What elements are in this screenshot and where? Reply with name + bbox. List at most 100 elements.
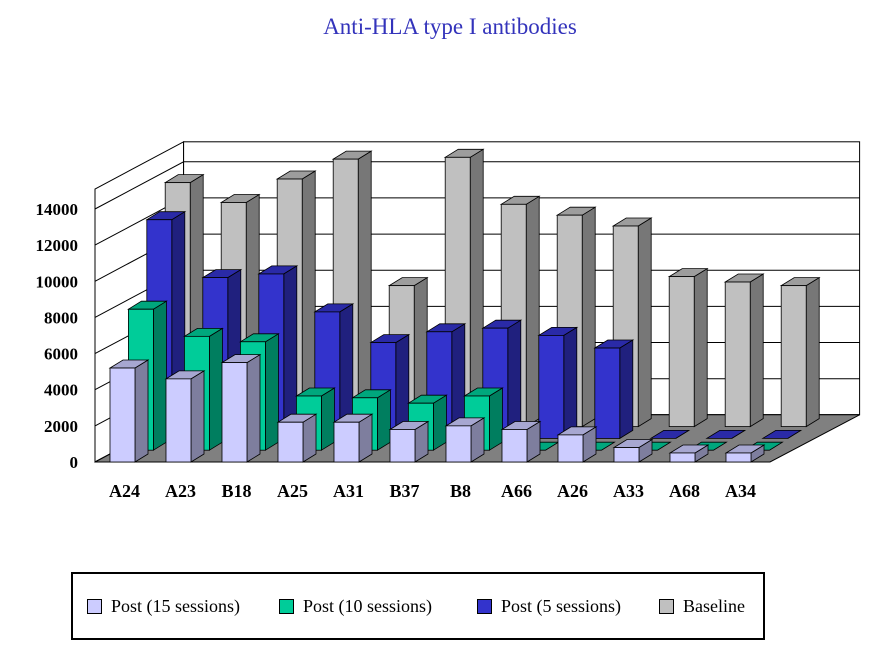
x-tick-label: B18 (221, 481, 251, 501)
bar-b37-series-1 (388, 420, 430, 463)
bar-a68-series-4 (723, 273, 765, 428)
bar-a26-series-1 (556, 426, 598, 463)
y-tick-label: 0 (70, 453, 79, 472)
bar-side (749, 273, 764, 428)
bar-a23-series-1 (164, 370, 206, 463)
bar-side (152, 300, 167, 451)
y-axis-labels: 0 2000 4000 6000 8000 10000 12000 14000 (36, 200, 79, 472)
bar-front (724, 281, 751, 427)
bar-side (805, 276, 820, 428)
bar-side (376, 389, 391, 451)
bar-front (333, 421, 360, 463)
legend-item: Baseline (659, 596, 745, 617)
y-tick-label: 10000 (36, 272, 79, 291)
bar-front (445, 425, 472, 463)
bar-a33-series-3 (649, 429, 691, 439)
bar-a24-series-1 (108, 359, 150, 463)
bar-side (208, 327, 223, 451)
x-tick-label: A24 (109, 481, 140, 501)
bar-side (264, 333, 279, 451)
bar-a34-series-3 (761, 429, 803, 439)
bar-top (649, 429, 691, 439)
y-tick-label: 4000 (44, 381, 78, 400)
legend-item: Post (5 sessions) (477, 596, 621, 617)
bar-front (165, 378, 192, 463)
bar-b8-series-1 (444, 417, 486, 463)
y-tick-label: 8000 (44, 308, 78, 327)
bar-a25-series-3 (313, 303, 355, 440)
bar-side (488, 387, 503, 451)
bar-front (668, 276, 695, 428)
y-tick-label: 14000 (36, 200, 79, 219)
bar-front (109, 367, 136, 463)
gridline (94, 161, 860, 210)
x-tick-label: A23 (165, 481, 196, 501)
x-axis-labels: A24 A23 B18 A25 A31 B37 B8 A66 A26 A33 A68 A34 (109, 481, 756, 501)
bar-side (190, 370, 205, 463)
bar-a34-series-1 (724, 444, 766, 463)
legend-swatch (659, 599, 674, 614)
chart-title: Anti-HLA type I antibodies (323, 14, 577, 39)
bar-side (507, 319, 522, 440)
bar-side (581, 206, 596, 428)
bar-side (134, 359, 149, 463)
bar-a66-series-1 (500, 420, 542, 463)
legend-swatch (87, 599, 102, 614)
x-tick-label: A68 (669, 481, 700, 501)
bar-front (594, 347, 621, 439)
legend-label: Baseline (683, 596, 745, 616)
bar-side (563, 326, 578, 440)
legend: Post (15 sessions) Post (10 sessions) Post… (71, 572, 765, 640)
x-tick-label: A33 (613, 481, 644, 501)
bar-front (669, 452, 696, 463)
legend-item: Post (15 sessions) (87, 596, 240, 617)
bar-a33-series-1 (612, 438, 654, 463)
bar-a33-series-4 (667, 267, 709, 428)
bar-side (246, 353, 261, 463)
bar-a26-series-3 (593, 339, 635, 440)
x-tick-label: A25 (277, 481, 308, 501)
bar-front (389, 429, 416, 463)
bar-front (501, 429, 528, 463)
bar-side (469, 148, 484, 428)
bar-a66-series-3 (537, 326, 579, 440)
bar-a68-series-1 (668, 444, 710, 463)
x-tick-label: A34 (725, 481, 756, 501)
bar-a25-series-1 (276, 413, 318, 463)
y-tick-label: 12000 (36, 236, 79, 255)
bar-a31-series-1 (332, 413, 374, 463)
y-tick-label: 6000 (44, 345, 78, 364)
bar-side (525, 195, 540, 428)
bar-front (557, 434, 584, 463)
x-tick-label: A66 (501, 481, 532, 501)
legend-swatch (477, 599, 492, 614)
legend-label: Post (10 sessions) (303, 596, 433, 616)
bar-front (613, 447, 640, 463)
bar-side (357, 150, 372, 428)
legend-swatch (279, 599, 294, 614)
bar-side (693, 267, 708, 428)
bar-side (637, 217, 652, 428)
bar-side (619, 339, 634, 440)
legend-label: Post (15 sessions) (111, 596, 241, 616)
bar-a34-series-4 (779, 276, 821, 428)
bar-top (761, 429, 803, 439)
x-tick-label: B8 (450, 481, 471, 501)
bar-top (705, 429, 747, 439)
bar-side (283, 265, 298, 440)
bar-front (538, 334, 565, 439)
bar-front (780, 285, 807, 427)
bar-front (725, 452, 752, 463)
bar-front (221, 362, 248, 463)
bar-a68-series-3 (705, 429, 747, 439)
bars (108, 148, 821, 463)
legend-label: Post (5 sessions) (501, 596, 622, 616)
y-tick-label: 2000 (44, 417, 78, 436)
bar-side (320, 387, 335, 451)
legend-item: Post (10 sessions) (279, 596, 432, 617)
x-tick-label: B37 (389, 481, 419, 501)
x-tick-label: A31 (333, 481, 364, 501)
bar-side (432, 394, 447, 451)
bar-b18-series-1 (220, 353, 262, 463)
